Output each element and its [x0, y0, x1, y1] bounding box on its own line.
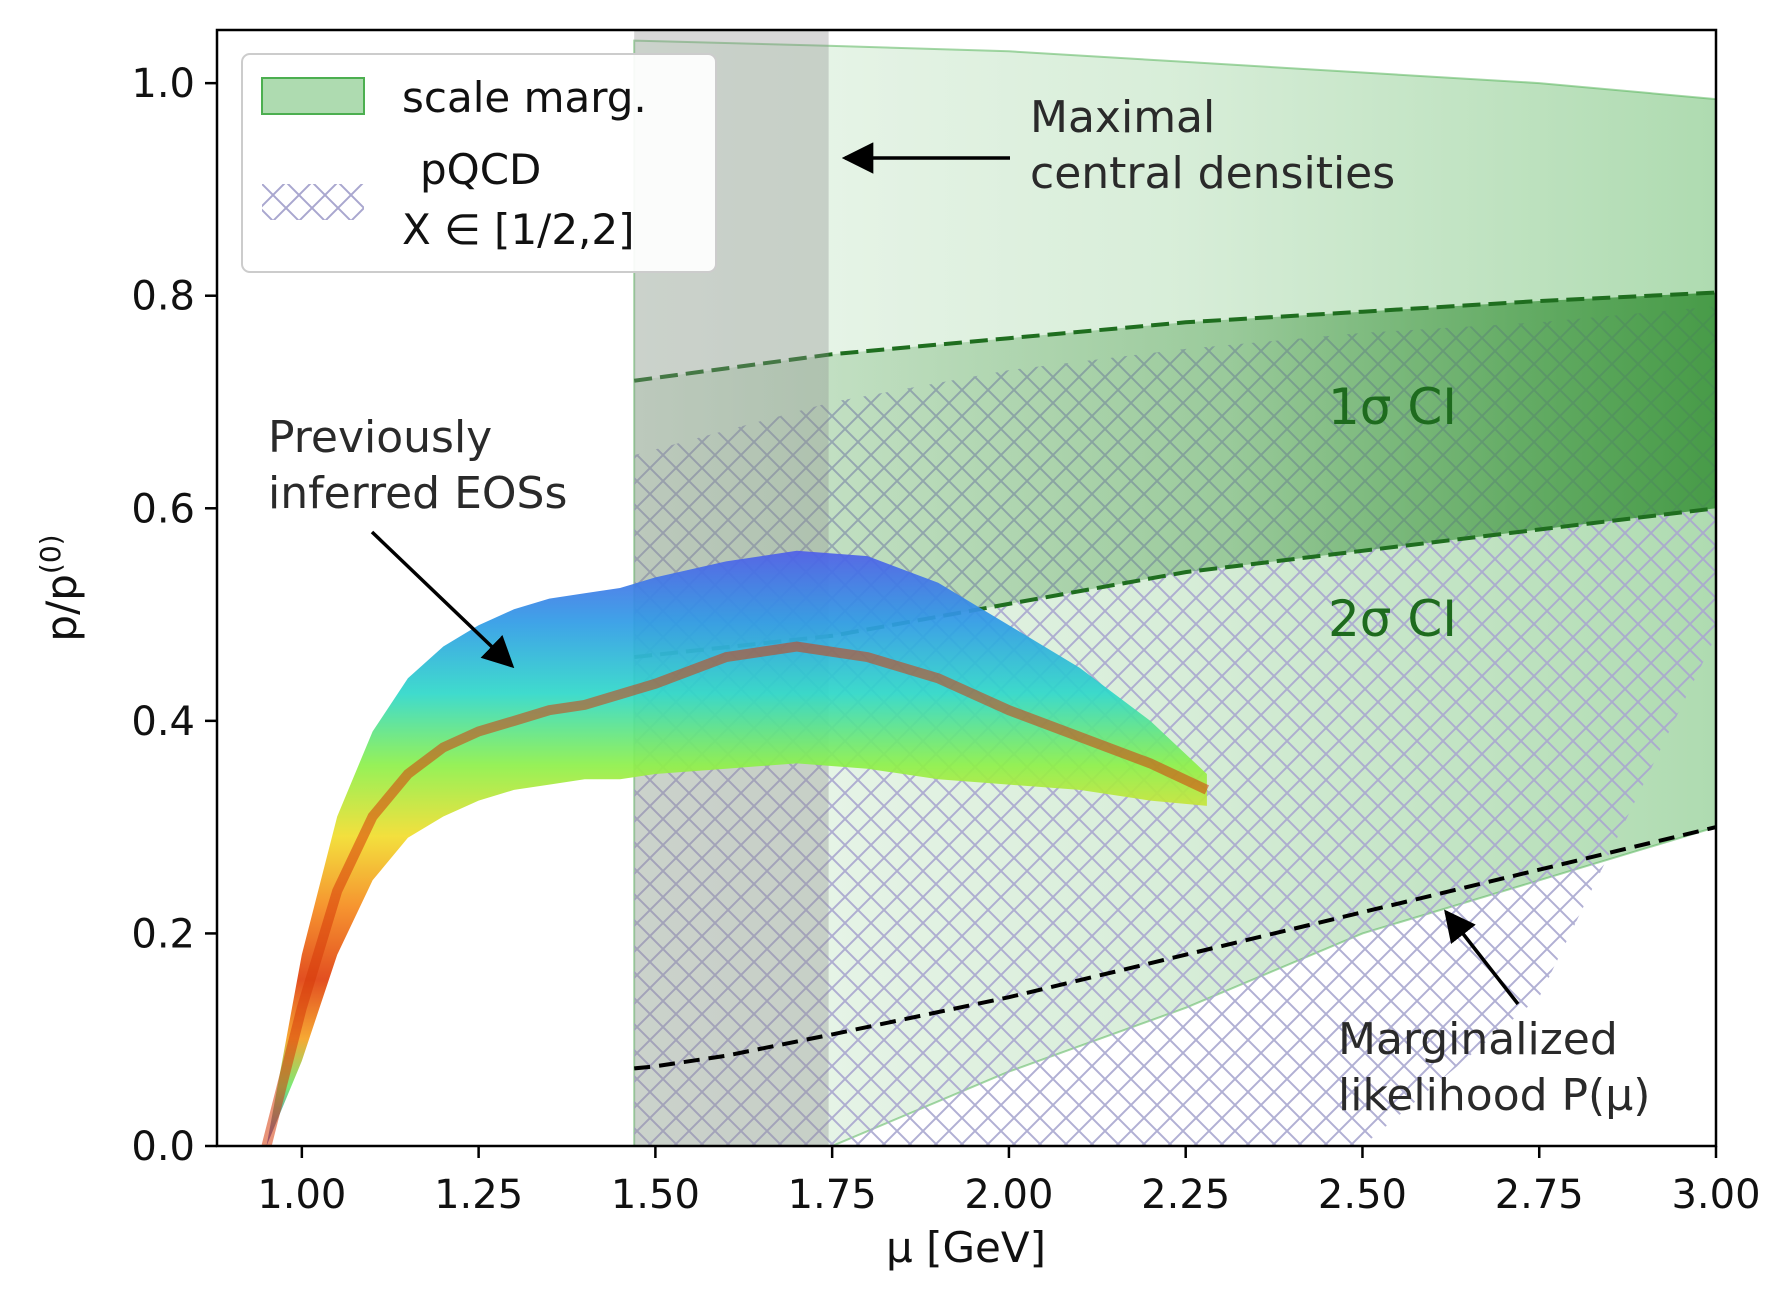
- x-tick-label: 1.00: [257, 1172, 346, 1218]
- annotation-likelihood: likelihood P(μ): [1338, 1070, 1650, 1121]
- plot-frame: [215, 28, 1718, 1148]
- eos-core-line: [261, 641, 1210, 1146]
- annotation-maximal: Maximal: [1030, 92, 1215, 143]
- y-tick-label: 0.2: [131, 911, 195, 957]
- legend: scale marg. pQCD X ∈ [1/2,2]: [241, 53, 717, 273]
- x-axis-ticks: 1.00 1.25 1.50 1.75 2.00 2.25 2.50 2.75 3.00: [257, 1146, 1761, 1218]
- y-axis-label-sup: (0): [34, 534, 67, 574]
- legend-swatch-scale-marg: [261, 77, 365, 115]
- annotations: Maximal central densities Previously inf…: [268, 92, 1650, 1121]
- y-axis-label-main: p/p: [37, 574, 86, 641]
- x-tick-label: 1.50: [611, 1172, 700, 1218]
- y-tick-label: 1.0: [131, 61, 195, 107]
- arrow-likelihood: [1444, 909, 1520, 1006]
- x-tick-label: 2.50: [1318, 1172, 1407, 1218]
- y-axis-ticks: 0.0 0.2 0.4 0.6 0.8 1.0: [131, 61, 217, 1170]
- annotation-previously: Previously: [268, 412, 492, 463]
- legend-label-scale-marg: scale marg.: [402, 73, 647, 122]
- annotation-marginalized: Marginalized: [1338, 1014, 1618, 1065]
- x-tick-label: 2.00: [964, 1172, 1053, 1218]
- y-axis-label: p/p(0): [34, 534, 86, 641]
- ci-2sigma-label: 2σ CI: [1328, 590, 1457, 648]
- x-tick-label: 2.25: [1141, 1172, 1230, 1218]
- x-tick-label: 1.75: [788, 1172, 877, 1218]
- x-tick-label: 2.75: [1495, 1172, 1584, 1218]
- x-axis-label: μ [GeV]: [886, 1223, 1046, 1272]
- eos-envelope: [266, 550, 1207, 1146]
- y-tick-label: 0.8: [131, 274, 195, 320]
- ci-1sigma-label: 1σ CI: [1328, 378, 1457, 436]
- annotation-central-densities: central densities: [1030, 148, 1395, 199]
- ci-1sigma-band: [634, 292, 1716, 658]
- axes: 1.00 1.25 1.50 1.75 2.00 2.25 2.50 2.75 3.00 0.0…: [34, 28, 1761, 1272]
- y-tick-label: 0.4: [131, 699, 195, 745]
- ci-1sigma-upper-line: [633, 290, 1716, 383]
- y-tick-label: 0.0: [131, 1124, 195, 1170]
- x-tick-label: 3.00: [1671, 1172, 1760, 1218]
- y-tick-label: 0.6: [131, 486, 195, 532]
- arrow-eos: [370, 530, 515, 669]
- legend-label-pqcd: pQCD: [420, 145, 541, 194]
- annotation-inferred-eos: inferred EOSs: [268, 468, 567, 519]
- likelihood-curve: [634, 825, 1716, 1071]
- legend-label-x-range: X ∈ [1/2,2]: [402, 205, 635, 254]
- legend-swatch-pqcd: [262, 184, 364, 220]
- x-tick-label: 1.25: [434, 1172, 523, 1218]
